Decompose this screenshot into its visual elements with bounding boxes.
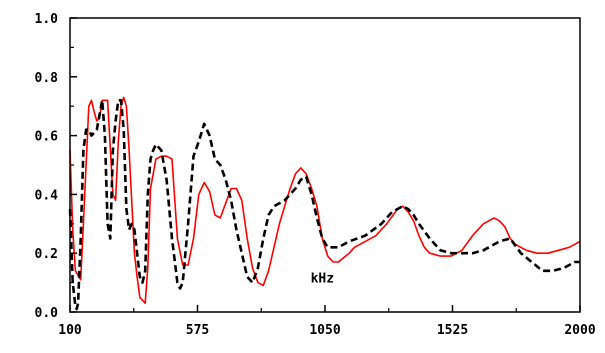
plot-lines [68,96,581,311]
series-line-solid [69,96,581,305]
x-tick-label: 100 [58,323,82,338]
x-unit-annotation: kHz [311,272,334,287]
series-line-dashed [68,99,580,311]
y-tick-label: 0.6 [35,130,59,145]
x-axis: 100 575 1050 1525 2000 [58,305,596,338]
y-tick-label: 0.0 [35,306,59,321]
y-tick-label: 0.8 [35,71,59,86]
x-tick-label: 575 [186,323,209,338]
y-tick-label: 1.0 [35,12,59,27]
x-tick-label: 1525 [437,323,468,338]
y-tick-label: 0.2 [35,247,58,262]
x-tick-label: 1050 [309,323,340,338]
y-tick-label: 0.4 [35,188,59,203]
x-tick-label: 2000 [564,323,595,338]
y-axis: 0.0 0.2 0.4 0.6 0.8 1.0 [35,12,77,321]
